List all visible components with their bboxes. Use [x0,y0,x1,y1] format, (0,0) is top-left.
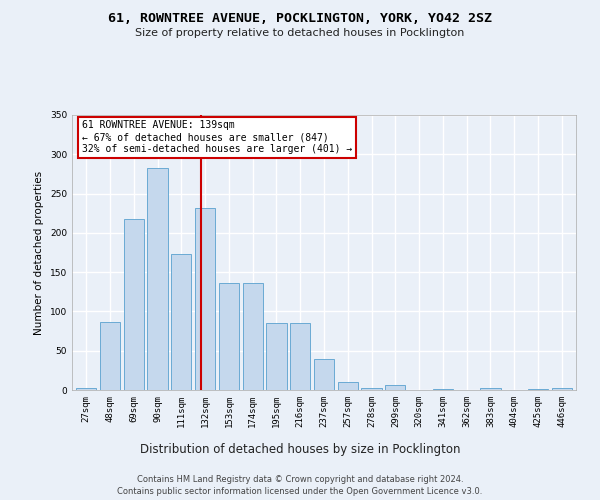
Bar [266,323,287,390]
Bar [76,388,97,390]
Text: Distribution of detached houses by size in Pocklington: Distribution of detached houses by size … [140,442,460,456]
Bar [124,218,144,390]
Bar [219,283,239,390]
Bar [290,323,310,390]
Text: Contains public sector information licensed under the Open Government Licence v3: Contains public sector information licen… [118,488,482,496]
Bar [195,208,215,390]
Bar [433,389,453,390]
Bar [361,388,382,390]
Text: Contains HM Land Registry data © Crown copyright and database right 2024.: Contains HM Land Registry data © Crown c… [137,475,463,484]
Bar [148,168,167,390]
Bar [528,389,548,390]
Bar [171,254,191,390]
Y-axis label: Number of detached properties: Number of detached properties [34,170,44,334]
Text: 61 ROWNTREE AVENUE: 139sqm
← 67% of detached houses are smaller (847)
32% of sem: 61 ROWNTREE AVENUE: 139sqm ← 67% of deta… [82,120,352,154]
Bar [551,388,572,390]
Text: 61, ROWNTREE AVENUE, POCKLINGTON, YORK, YO42 2SZ: 61, ROWNTREE AVENUE, POCKLINGTON, YORK, … [108,12,492,26]
Bar [338,382,358,390]
Bar [314,360,334,390]
Bar [100,322,120,390]
Bar [481,388,500,390]
Bar [385,386,406,390]
Text: Size of property relative to detached houses in Pocklington: Size of property relative to detached ho… [136,28,464,38]
Bar [242,283,263,390]
